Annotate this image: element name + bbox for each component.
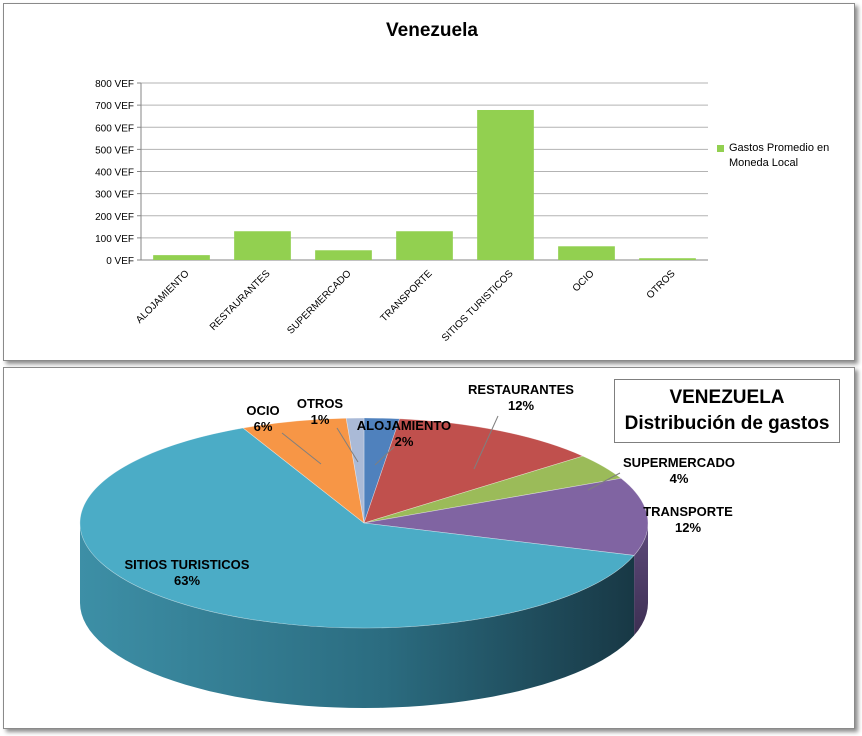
pie-label-name: SUPERMERCADO xyxy=(623,455,735,470)
legend-line-2: Moneda Local xyxy=(729,157,798,169)
pie-label-name: SITIOS TURISTICOS xyxy=(125,557,250,572)
y-tick-label: 500 VEF xyxy=(95,145,134,156)
pie-label-name: OTROS xyxy=(297,396,344,411)
pie-slice xyxy=(363,418,584,524)
pie-leader-line xyxy=(336,427,359,463)
x-tick-label: OTROS xyxy=(645,268,678,301)
bar xyxy=(153,255,210,260)
bar-x-tick-labels: ALOJAMIENTO RESTAURANTES SUPERMERCADO TRANS… xyxy=(134,268,678,344)
y-tick-label: 700 VEF xyxy=(95,101,134,112)
pie-label-name: RESTAURANTES xyxy=(468,382,574,397)
pie-leader-lines xyxy=(281,415,621,491)
y-tick-label: 300 VEF xyxy=(95,190,134,201)
pie-leader-line xyxy=(473,415,499,470)
y-tick-label: 200 VEF xyxy=(95,212,134,223)
pie-label-name: TRANSPORTE xyxy=(643,504,733,519)
pie-leader-line xyxy=(587,472,621,491)
x-tick-label: TRANSPORTE xyxy=(379,268,435,324)
y-tick-label: 800 VEF xyxy=(95,79,134,90)
x-tick-label: SITIOS TURISTICOS xyxy=(440,268,516,344)
legend-swatch xyxy=(717,145,724,152)
pie-chart: ALOJAMIENTO2%RESTAURANTES12%SUPERMERCADO… xyxy=(79,382,735,708)
pie-chart-panel: ALOJAMIENTO 2% RESTAURANTES 12% SUPERMERCADO… xyxy=(3,367,855,729)
bar-y-tick-labels: 0 VEF 100 VEF 200 VEF 300 VEF 400 VEF 500 VEF… xyxy=(95,79,134,267)
pie-slice xyxy=(79,427,635,629)
y-tick-label: 0 VEF xyxy=(106,256,134,267)
bar xyxy=(396,231,453,260)
pie-label-name: ALOJAMIENTO xyxy=(357,418,451,433)
x-tick-label: ALOJAMIENTO xyxy=(134,268,192,326)
x-tick-label: OCIO xyxy=(571,268,597,294)
bar xyxy=(639,258,696,260)
pie-title-line-1: VENEZUELA xyxy=(669,387,785,408)
y-tick-label: 100 VEF xyxy=(95,234,134,245)
pie-slices xyxy=(79,417,649,629)
bar-series xyxy=(153,109,696,261)
pie-leader-line xyxy=(281,432,322,465)
bar xyxy=(477,109,534,261)
pie-label-percent: 12% xyxy=(675,520,701,535)
pie-title-line-2: Distribución de gastos xyxy=(624,413,830,434)
pie-slice xyxy=(345,417,365,524)
bar-chart-panel: Venezuela 0 VEF 100 VEF 200 VEF 300 VEF 400 … xyxy=(3,3,855,361)
x-tick-label: RESTAURANTES xyxy=(208,268,273,333)
pie-chart-title-box: VENEZUELA Distribución de gastos xyxy=(614,379,840,443)
bar xyxy=(234,231,291,260)
y-tick-label: 400 VEF xyxy=(95,168,134,179)
pie-side-wall xyxy=(80,523,635,708)
y-tick-label: 600 VEF xyxy=(95,123,134,134)
pie-data-labels: ALOJAMIENTO2%RESTAURANTES12%SUPERMERCADO… xyxy=(125,382,735,588)
pie-label-percent: 6% xyxy=(254,419,273,434)
pie-label-percent: 4% xyxy=(670,471,689,486)
bar-chart: Venezuela 0 VEF 100 VEF 200 VEF 300 VEF 400 … xyxy=(95,20,829,344)
bar-legend: Gastos Promedio en Moneda Local xyxy=(717,142,829,169)
pie-label-percent: 12% xyxy=(508,398,534,413)
bar xyxy=(558,246,615,260)
pie-label-percent: 1% xyxy=(311,412,330,427)
bar-chart-title: Venezuela xyxy=(386,20,478,41)
x-tick-label: SUPERMERCADO xyxy=(285,268,353,336)
pie-leader-line xyxy=(374,446,395,466)
legend-line-1: Gastos Promedio en xyxy=(729,142,829,154)
pie-label-name: OCIO xyxy=(246,403,279,418)
bar xyxy=(315,250,372,260)
pie-label-percent: 63% xyxy=(174,573,200,588)
pie-label-percent: 2% xyxy=(395,434,414,449)
pie-slice xyxy=(363,477,649,556)
